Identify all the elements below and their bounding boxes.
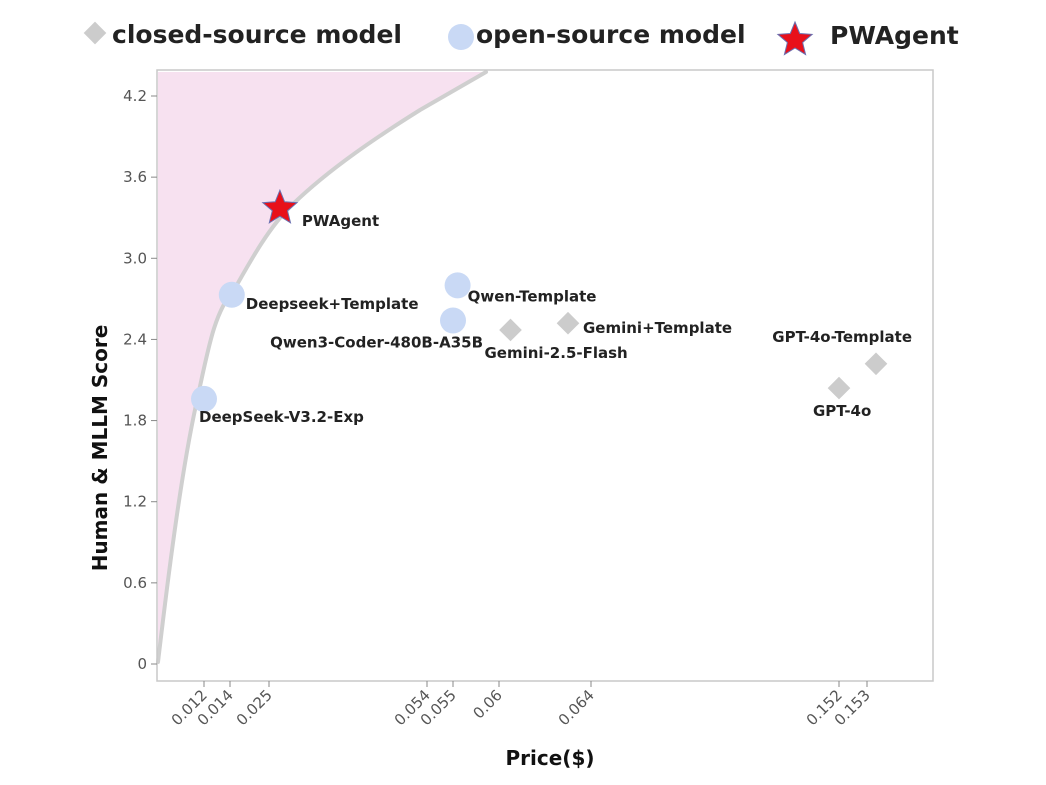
legend-open-source-marker bbox=[448, 24, 474, 50]
plot-frame bbox=[156, 69, 934, 682]
label-qwen3-coder-480b-a35b: Qwen3-Coder-480B-A35B bbox=[270, 333, 483, 351]
y-tick-label: 3.6 bbox=[123, 168, 147, 186]
point-deepseek-v3-2-exp bbox=[191, 385, 217, 412]
point-qwen3-coder-480b-a35b bbox=[440, 307, 466, 334]
point-gpt-4o bbox=[827, 376, 851, 400]
frontier-layer bbox=[156, 70, 488, 664]
label-pwagent: PWAgent bbox=[302, 212, 379, 230]
legend-pwagent-star-icon bbox=[776, 20, 814, 56]
x-tick-label: 0.064 bbox=[555, 686, 598, 729]
label-deepseek-template: Deepseek+Template bbox=[246, 295, 419, 313]
legend-closed-source-marker bbox=[83, 21, 107, 45]
label-gpt-4o-template: GPT-4o-Template bbox=[772, 328, 912, 346]
x-axis-title: Price($) bbox=[506, 746, 595, 770]
data-labels: PWAgent Deepseek+Template DeepSeek-V3.2-Ex… bbox=[199, 212, 912, 426]
legend-closed-source-label: closed-source model bbox=[112, 20, 402, 49]
y-tick-label: 4.2 bbox=[123, 87, 147, 105]
y-tick-label: 3.0 bbox=[123, 249, 147, 267]
legend-open-source-label: open-source model bbox=[476, 20, 746, 49]
data-points bbox=[191, 188, 888, 412]
label-qwen-template: Qwen-Template bbox=[468, 287, 597, 305]
x-tick-label: 0.06 bbox=[469, 686, 505, 722]
y-tick-label: 1.8 bbox=[123, 412, 147, 430]
x-tick-label: 0.025 bbox=[233, 686, 276, 729]
label-gemini-2-5-flash: Gemini-2.5-Flash bbox=[485, 344, 628, 362]
y-tick-label: 1.2 bbox=[123, 493, 147, 511]
label-gpt-4o: GPT-4o bbox=[813, 402, 871, 420]
point-gemini-template bbox=[556, 311, 580, 335]
legend-pwagent-label: PWAgent bbox=[830, 21, 959, 50]
label-gemini-template: Gemini+Template bbox=[583, 319, 732, 337]
y-tick-label: 0 bbox=[137, 655, 147, 673]
point-qwen-template bbox=[444, 272, 471, 299]
y-axis: 0 0.6 1.2 1.8 2.4 3.0 3.6 4.2 bbox=[123, 87, 157, 673]
label-deepseek-v3-2-exp: DeepSeek-V3.2-Exp bbox=[199, 408, 364, 426]
y-tick-label: 0.6 bbox=[123, 574, 147, 592]
legend: closed-source model open-source model PW… bbox=[83, 20, 959, 56]
y-tick-label: 2.4 bbox=[123, 330, 147, 348]
point-gpt-4o-template bbox=[864, 352, 888, 376]
y-axis-title: Human & MLLM Score bbox=[88, 325, 112, 572]
point-pwagent-star-icon bbox=[261, 188, 299, 224]
point-gemini-2-5-flash bbox=[499, 318, 522, 342]
frontier-region bbox=[158, 72, 486, 662]
point-deepseek-template bbox=[218, 281, 245, 308]
